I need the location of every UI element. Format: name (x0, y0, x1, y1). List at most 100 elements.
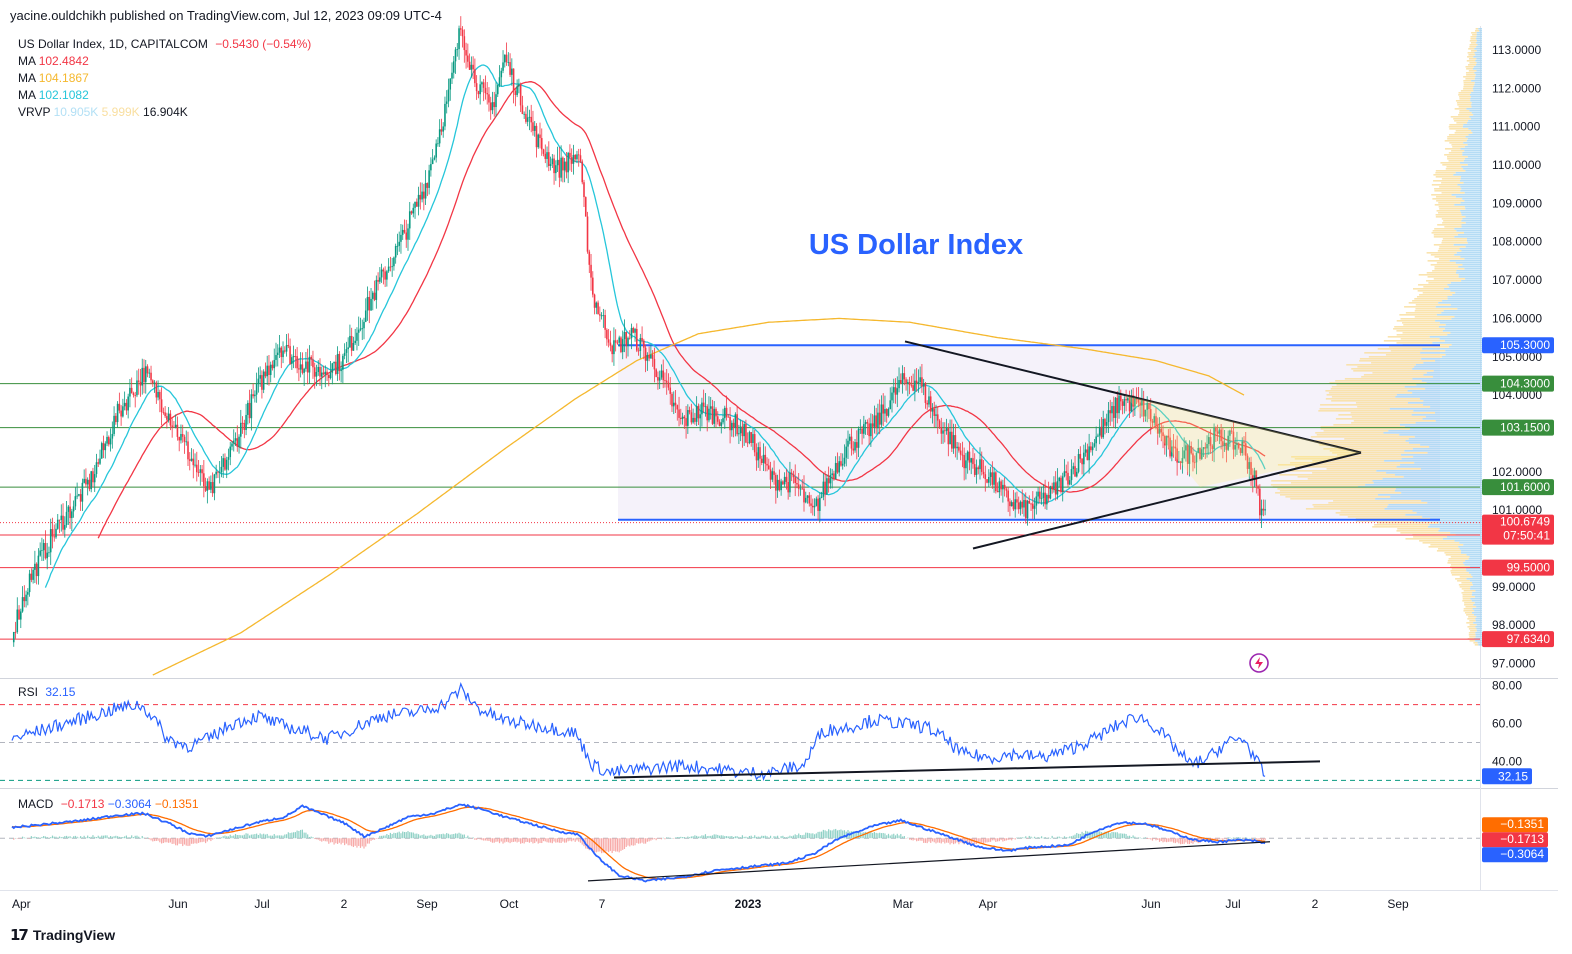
candle-body[interactable] (238, 436, 240, 447)
candle-body[interactable] (393, 257, 395, 267)
candle-body[interactable] (600, 315, 603, 317)
candle-body[interactable] (203, 473, 205, 487)
candle-body[interactable] (1178, 461, 1180, 463)
candle-body[interactable] (892, 387, 895, 393)
candle-body[interactable] (1204, 447, 1207, 449)
candle-body[interactable] (405, 232, 408, 240)
candle-body[interactable] (313, 367, 316, 377)
candle-body[interactable] (1012, 502, 1015, 510)
rsi-trendline[interactable] (613, 760, 1321, 779)
candle-body[interactable] (908, 382, 911, 385)
candle-body[interactable] (966, 451, 969, 461)
candle-body[interactable] (1215, 427, 1217, 432)
candle-body[interactable] (1208, 437, 1210, 444)
legend-ma-1[interactable]: MA 102.4842 (18, 53, 311, 70)
candle-body[interactable] (1211, 445, 1214, 450)
candle-body[interactable] (889, 400, 892, 409)
candle-body[interactable] (1225, 442, 1228, 450)
candle-body[interactable] (713, 408, 716, 424)
candle-body[interactable] (174, 424, 177, 428)
candle-body[interactable] (512, 68, 515, 91)
candle-body[interactable] (391, 266, 393, 268)
candle-body[interactable] (171, 425, 173, 427)
candle-body[interactable] (1005, 489, 1008, 491)
candle-body[interactable] (572, 154, 575, 164)
candle-body[interactable] (942, 430, 944, 434)
candle-body[interactable] (1116, 397, 1119, 414)
candle-body[interactable] (285, 345, 288, 352)
candle-body[interactable] (859, 428, 862, 430)
candle-body[interactable] (1039, 491, 1041, 499)
candle-body[interactable] (1010, 502, 1013, 507)
candle-body[interactable] (324, 371, 327, 375)
candle-body[interactable] (555, 165, 557, 174)
candle-body[interactable] (421, 191, 423, 200)
candle-body[interactable] (1227, 435, 1229, 450)
candle-body[interactable] (472, 64, 474, 70)
candle-body[interactable] (790, 472, 793, 475)
candle-body[interactable] (935, 414, 937, 416)
candle-body[interactable] (1021, 501, 1024, 508)
candle-body[interactable] (988, 476, 990, 483)
candle-body[interactable] (250, 394, 253, 419)
candle-body[interactable] (261, 375, 263, 390)
candle-body[interactable] (359, 328, 362, 330)
candle-body[interactable] (199, 469, 202, 473)
candle-body[interactable] (349, 335, 351, 348)
candle-body[interactable] (625, 331, 628, 347)
candle-body[interactable] (921, 377, 923, 387)
candle-body[interactable] (361, 328, 364, 330)
triangle-lower-line[interactable] (972, 451, 1362, 550)
candle-body[interactable] (284, 350, 286, 352)
candle-body[interactable] (291, 357, 293, 364)
candle-body[interactable] (709, 406, 712, 409)
candle-body[interactable] (813, 505, 816, 508)
candle-body[interactable] (231, 443, 233, 447)
candle-body[interactable] (597, 302, 599, 315)
candle-body[interactable] (257, 378, 260, 384)
candle-body[interactable] (451, 72, 453, 79)
candle-body[interactable] (204, 486, 207, 491)
candle-body[interactable] (928, 396, 930, 405)
candle-body[interactable] (44, 542, 47, 559)
candle-body[interactable] (454, 49, 457, 62)
candle-body[interactable] (444, 103, 446, 127)
candle-body[interactable] (90, 471, 92, 490)
candle-body[interactable] (796, 483, 798, 485)
candle-body[interactable] (592, 277, 594, 295)
candle-body[interactable] (628, 337, 631, 339)
candle-body[interactable] (1202, 447, 1205, 450)
candle-body[interactable] (917, 382, 920, 384)
candle-body[interactable] (1121, 401, 1124, 406)
candle-body[interactable] (42, 542, 45, 551)
candle-body[interactable] (701, 402, 703, 415)
candle-body[interactable] (72, 506, 75, 512)
candle-body[interactable] (319, 366, 321, 377)
candle-body[interactable] (771, 471, 774, 480)
candle-body[interactable] (139, 381, 142, 386)
candle-body[interactable] (681, 416, 684, 419)
candle-body[interactable] (768, 465, 770, 470)
candle-body[interactable] (715, 408, 717, 417)
candle-body[interactable] (792, 474, 795, 478)
candle-body[interactable] (408, 211, 411, 229)
candle-body[interactable] (847, 440, 849, 447)
candle-body[interactable] (1032, 503, 1034, 509)
candle-body[interactable] (301, 364, 304, 373)
candle-body[interactable] (546, 152, 548, 159)
candle-body[interactable] (1017, 502, 1020, 510)
candle-body[interactable] (975, 467, 978, 475)
candle-body[interactable] (607, 339, 610, 343)
candle-body[interactable] (1206, 443, 1208, 449)
candle-body[interactable] (870, 423, 872, 437)
candle-body[interactable] (1246, 455, 1249, 469)
candle-body[interactable] (963, 455, 965, 469)
candle-body[interactable] (25, 594, 27, 602)
candle-body[interactable] (812, 505, 814, 508)
candle-body[interactable] (1091, 446, 1094, 451)
candle-body[interactable] (440, 129, 443, 132)
candle-body[interactable] (426, 182, 429, 188)
candle-body[interactable] (540, 138, 543, 150)
candle-body[interactable] (1176, 448, 1178, 463)
candle-body[interactable] (1130, 395, 1133, 412)
